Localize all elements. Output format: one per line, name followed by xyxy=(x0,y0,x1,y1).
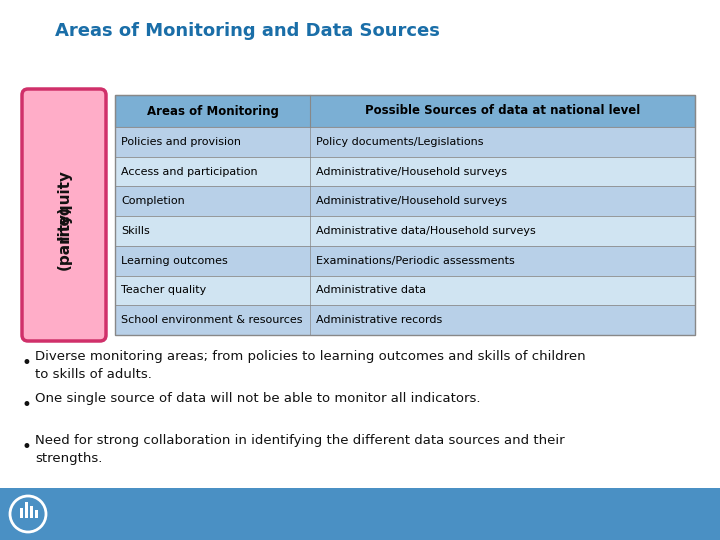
Text: Administrative data/Household surveys: Administrative data/Household surveys xyxy=(316,226,536,236)
Bar xyxy=(115,305,695,335)
Bar xyxy=(115,127,695,157)
Bar xyxy=(35,510,38,518)
Text: •: • xyxy=(22,438,32,456)
Text: Completion: Completion xyxy=(121,196,185,206)
Text: Teacher quality: Teacher quality xyxy=(121,286,206,295)
Bar xyxy=(115,186,695,216)
Bar xyxy=(30,506,33,518)
Text: •: • xyxy=(22,354,32,372)
Text: (parity): (parity) xyxy=(56,205,71,269)
Text: Administrative records: Administrative records xyxy=(316,315,442,325)
Text: Diverse monitoring areas; from policies to learning outcomes and skills of child: Diverse monitoring areas; from policies … xyxy=(35,350,585,381)
FancyBboxPatch shape xyxy=(22,89,106,341)
Text: School environment & resources: School environment & resources xyxy=(121,315,302,325)
Text: Areas of Monitoring and Data Sources: Areas of Monitoring and Data Sources xyxy=(55,22,440,40)
Text: Policy documents/Legislations: Policy documents/Legislations xyxy=(316,137,484,147)
Bar xyxy=(115,95,695,335)
Text: Skills: Skills xyxy=(121,226,150,236)
Bar xyxy=(115,157,695,186)
Bar xyxy=(25,502,28,518)
Text: One single source of data will not be able to monitor all indicators.: One single source of data will not be ab… xyxy=(35,392,480,405)
Text: Access and participation: Access and participation xyxy=(121,166,258,177)
Bar xyxy=(20,508,23,518)
Text: Administrative data: Administrative data xyxy=(316,286,426,295)
Text: Inequity: Inequity xyxy=(56,170,71,240)
Text: Areas of Monitoring: Areas of Monitoring xyxy=(147,105,279,118)
Text: Need for strong collaboration in identifying the different data sources and thei: Need for strong collaboration in identif… xyxy=(35,434,564,465)
Text: Policies and provision: Policies and provision xyxy=(121,137,241,147)
Text: Examinations/Periodic assessments: Examinations/Periodic assessments xyxy=(316,256,515,266)
Text: Administrative/Household surveys: Administrative/Household surveys xyxy=(316,166,507,177)
Bar xyxy=(115,216,695,246)
Text: Possible Sources of data at national level: Possible Sources of data at national lev… xyxy=(365,105,640,118)
Text: Administrative/Household surveys: Administrative/Household surveys xyxy=(316,196,507,206)
Bar xyxy=(115,95,695,127)
Text: Learning outcomes: Learning outcomes xyxy=(121,256,228,266)
Bar xyxy=(115,246,695,275)
Bar xyxy=(0,488,720,540)
Bar xyxy=(115,275,695,305)
Text: •: • xyxy=(22,396,32,414)
